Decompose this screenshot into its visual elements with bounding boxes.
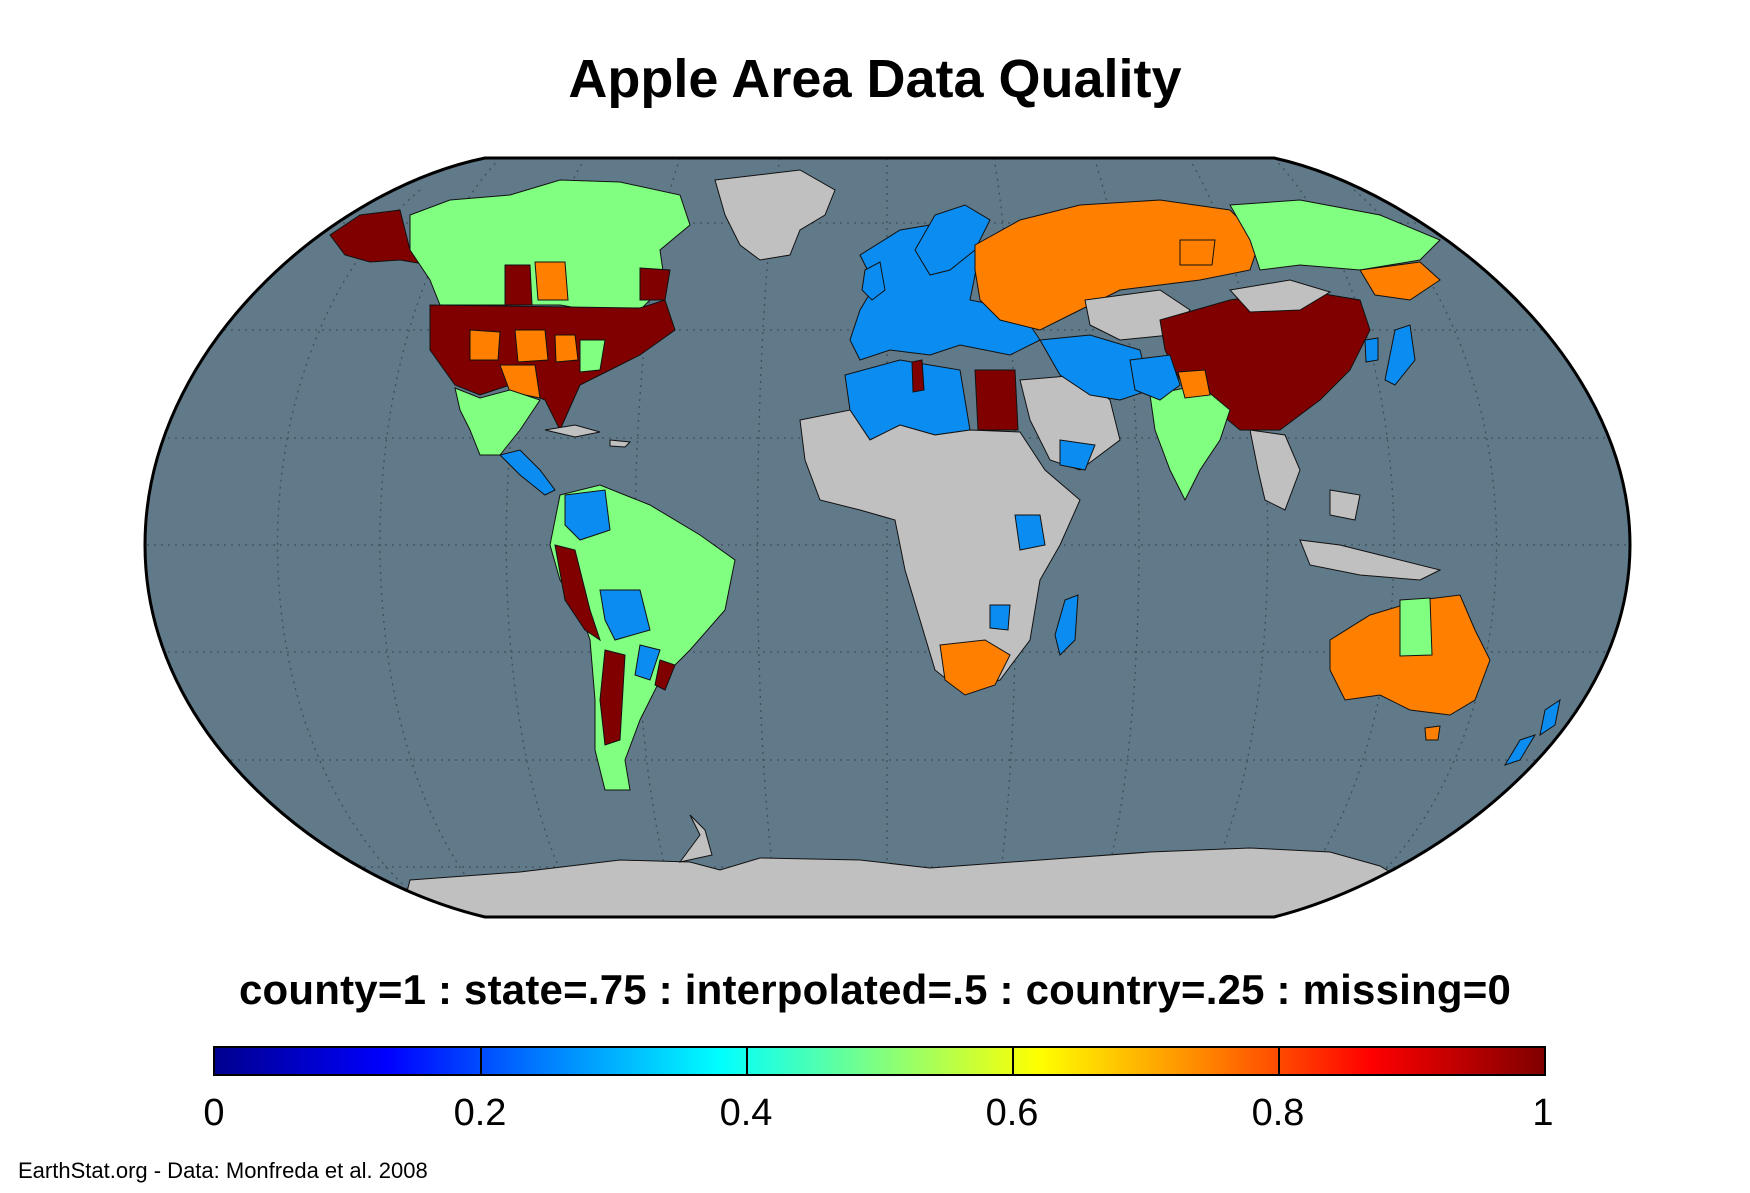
colorbar-label-0.8: 0.8 (1251, 1092, 1305, 1134)
caribbean (544, 424, 632, 448)
tasmania (1424, 725, 1441, 741)
middle-east-country (1039, 334, 1151, 471)
south-asia-state (1177, 369, 1211, 399)
tunisia (911, 359, 925, 393)
japan (1364, 324, 1416, 386)
us-interpolated (579, 339, 606, 373)
egypt (974, 369, 1019, 431)
south-america-country (564, 489, 661, 681)
south-america-county (554, 544, 676, 746)
colorbar-label-0.4: 0.4 (719, 1092, 773, 1134)
southeast-asia (1249, 429, 1442, 581)
far-east (1179, 239, 1441, 301)
colorbar-tick (1278, 1048, 1280, 1076)
colorbar-label-1: 1 (1532, 1092, 1554, 1134)
colorbar-tick (480, 1048, 482, 1076)
us-states (469, 329, 579, 399)
colorbar-tick (1012, 1048, 1014, 1076)
siberia (1229, 199, 1441, 271)
colorbar-label-0.2: 0.2 (453, 1092, 507, 1134)
pakistan (1129, 354, 1181, 401)
greenland (714, 169, 836, 261)
new-zealand (1503, 698, 1561, 766)
africa (799, 409, 1081, 691)
colorbar-label-0.6: 0.6 (985, 1092, 1039, 1134)
mongolia (1229, 279, 1332, 313)
australia-interpolated (1399, 597, 1433, 657)
legend-description: county=1 : state=.75 : interpolated=.5 :… (238, 966, 1512, 1013)
antarctic-peninsula (678, 814, 713, 863)
south-africa (939, 639, 1011, 696)
east-africa (989, 514, 1046, 631)
madagascar (1054, 594, 1079, 656)
credit-text: EarthStat.org - Data: Monfreda et al. 20… (18, 1158, 428, 1183)
colorbar-label-0: 0 (203, 1092, 225, 1134)
mexico (454, 387, 541, 456)
canada-states (534, 261, 569, 301)
russia (974, 199, 1261, 331)
globe-outline (143, 156, 1632, 919)
scandinavia (914, 204, 991, 276)
british-isles (861, 261, 886, 301)
colorbar (213, 1046, 1546, 1076)
colorbar-tick (746, 1048, 748, 1076)
map-title: Apple Area Data Quality (568, 49, 1182, 109)
central-america (499, 449, 556, 496)
